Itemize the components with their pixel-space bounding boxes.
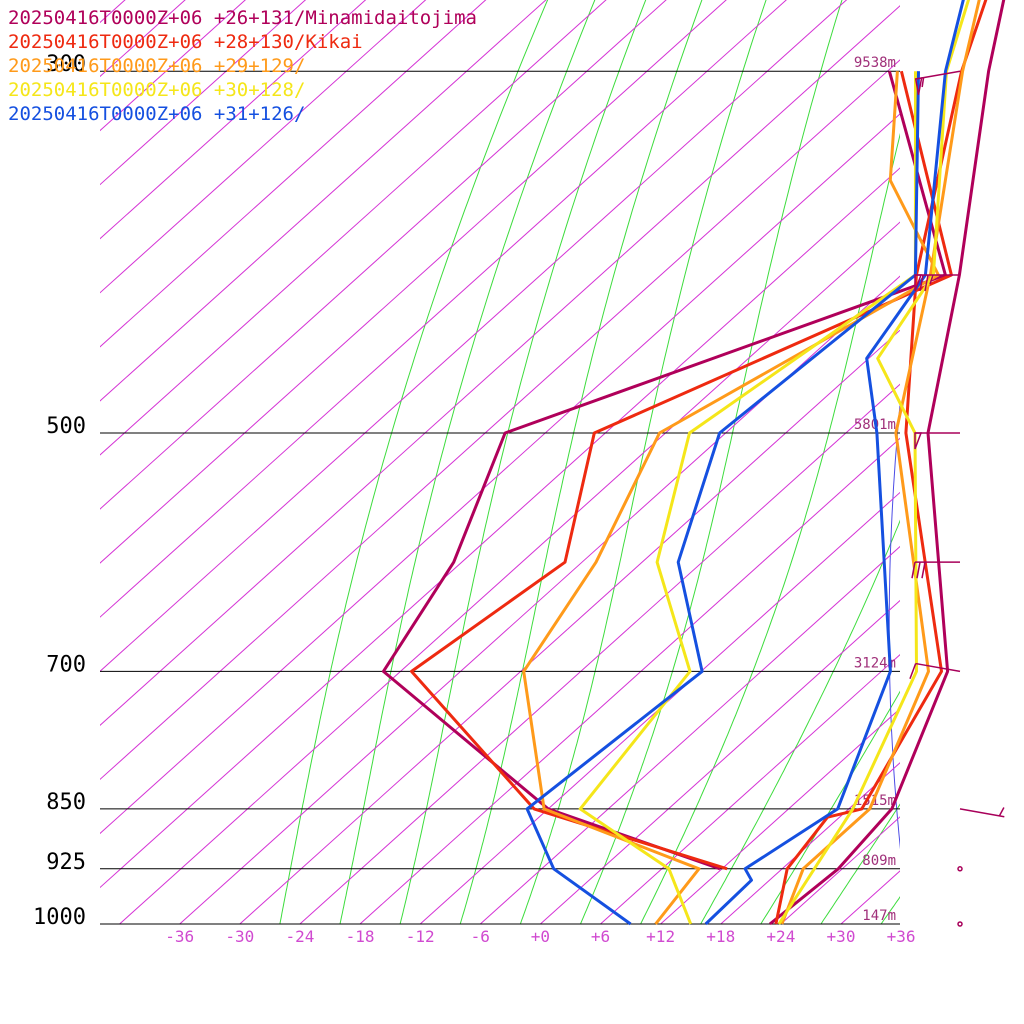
wind-barbs <box>909 70 1005 927</box>
x-tick-label: +30 <box>827 927 856 946</box>
wind-barb <box>914 432 960 450</box>
x-tick-label: +0 <box>531 927 550 946</box>
pressure-lines: 10016426m15014012m20012216m25010774m3009… <box>33 52 900 930</box>
x-tick-label: -6 <box>471 927 490 946</box>
sounding-profiles <box>381 0 1006 926</box>
wind-barb <box>911 561 960 579</box>
wind-barb <box>957 866 963 872</box>
height-label: 147m <box>862 908 896 924</box>
pressure-label: 500 <box>46 414 86 439</box>
isotherm-line <box>239 329 900 924</box>
pressure-label: 300 <box>46 52 86 77</box>
temperature-line-2 <box>780 0 981 925</box>
pressure-label: 850 <box>46 790 86 815</box>
pressure-label: 925 <box>46 850 86 875</box>
moist-adiabat-line <box>279 0 549 924</box>
legend-entry-30-128: 20250416T0000Z+06 +30+128/ <box>8 79 306 101</box>
moist-adiabat-line <box>640 132 900 924</box>
isotherm-line <box>901 0 1024 924</box>
height-label: 9538m <box>854 55 896 71</box>
pressure-label: 700 <box>46 652 86 677</box>
isotherm-line <box>100 0 727 564</box>
x-tick-label: -18 <box>346 927 375 946</box>
x-tick-label: -12 <box>406 927 435 946</box>
wind-barb <box>909 662 961 680</box>
legend-entry-29-129: 20250416T0000Z+06 +29+129/ <box>8 55 306 77</box>
isotherm-line <box>100 0 787 618</box>
x-tick-label: +18 <box>706 927 735 946</box>
isotherm-line <box>359 437 900 924</box>
legend-entry-minamidaitojima: 20250416T0000Z+06 +26+131/Minamidaitojim… <box>8 7 477 29</box>
moist-adiabat-line <box>580 0 843 924</box>
x-tick-label: +12 <box>646 927 675 946</box>
isotherm-line <box>419 491 900 924</box>
dewpoint-line-2 <box>522 71 940 925</box>
x-tick-label: -30 <box>225 927 254 946</box>
isotherm-line <box>840 870 900 924</box>
x-tick-label: +6 <box>591 927 610 946</box>
isotherm-line <box>100 0 848 672</box>
isotherm-line <box>179 275 900 924</box>
moist-adiabat-line <box>519 0 767 924</box>
x-tick-label: +24 <box>766 927 795 946</box>
dry-adiabats <box>888 400 900 850</box>
isotherm-line <box>100 59 900 781</box>
temperature-line-0 <box>768 0 1006 926</box>
height-label: 809m <box>862 853 896 869</box>
x-tick-label: -24 <box>285 927 314 946</box>
pressure-label: 1000 <box>33 905 86 930</box>
isotherm-line <box>961 0 1024 924</box>
legend-entry-kikai: 20250416T0000Z+06 +28+130/Kikai <box>8 31 363 53</box>
isotherm-line <box>299 383 900 924</box>
wind-barb <box>959 807 1005 818</box>
isotherm-line <box>100 113 900 835</box>
dewpoint-line-3 <box>578 71 917 925</box>
isotherm-line <box>100 0 667 510</box>
isotherm-line <box>119 221 900 924</box>
isotherms <box>100 0 1024 924</box>
height-label: 3124m <box>854 655 896 671</box>
isotherm-line <box>660 708 900 924</box>
x-tick-label: -36 <box>165 927 194 946</box>
wind-barb <box>914 274 960 292</box>
dry-adiabat-line <box>888 400 900 850</box>
x-axis-tick-labels: -36 -30 -24 -18 -12 -6 +0 +6 +12 +18 +24 +30 +36 <box>165 927 915 946</box>
isotherm-line <box>100 5 900 727</box>
legend-entry-31-126: 20250416T0000Z+06 +31+126/ <box>8 103 306 125</box>
dewpoint-line-4 <box>525 71 920 926</box>
isotherm-line <box>100 167 900 889</box>
x-tick-label: +36 <box>887 927 916 946</box>
wind-barb <box>957 921 963 927</box>
wind-barb <box>914 70 961 95</box>
moist-adiabat-line <box>820 803 900 924</box>
legend: 20250416T0000Z+06 +26+131/Minamidaitojim… <box>8 6 477 126</box>
